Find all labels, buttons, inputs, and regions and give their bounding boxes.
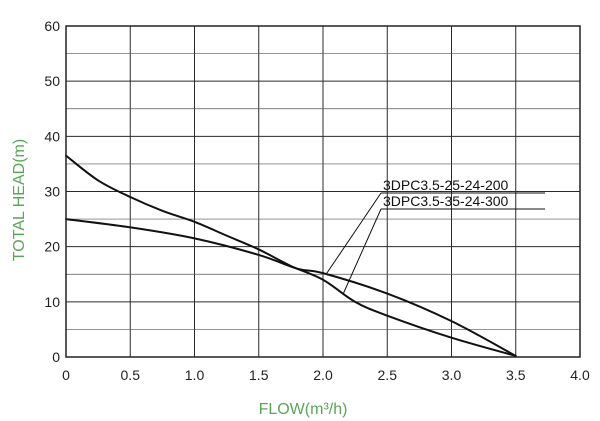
series-line-1 [65, 154, 517, 357]
series-label-1: 3DPC3.5-35-24-300 [383, 193, 509, 209]
plot-frame [65, 25, 581, 358]
series-leader-line-1 [343, 208, 382, 294]
y-tick-label: 40 [44, 128, 60, 144]
y-axis-title: TOTAL HEAD(m) [11, 139, 28, 261]
y-tick-label: 60 [44, 18, 60, 34]
y-tick-label: 10 [44, 294, 60, 310]
y-tick-label: 0 [52, 349, 60, 365]
x-tick-label: 3.5 [506, 367, 526, 383]
tick-labels: 0 0.5 1.0 1.5 2.0 2.5 3.0 3.5 4.0 0 10 20 30 40 50 60 [44, 18, 590, 383]
x-tick-label: 0.5 [121, 367, 141, 383]
x-tick-label: 2.5 [378, 367, 398, 383]
x-tick-label: 3.0 [442, 367, 462, 383]
x-tick-label: 2.0 [313, 367, 333, 383]
x-tick-label: 0 [62, 367, 70, 383]
x-tick-label: 1.0 [185, 367, 205, 383]
series-label-0: 3DPC3.5-25-24-200 [383, 177, 509, 193]
x-tick-label: 1.5 [249, 367, 269, 383]
y-tick-label: 50 [44, 73, 60, 89]
series-lines [65, 154, 517, 357]
y-tick-label: 20 [44, 239, 60, 255]
series-leader-line-0 [326, 192, 382, 274]
y-tick-label: 30 [44, 184, 60, 200]
x-axis-title: FLOW(m³/h) [259, 401, 348, 418]
x-tick-label: 4.0 [570, 367, 590, 383]
